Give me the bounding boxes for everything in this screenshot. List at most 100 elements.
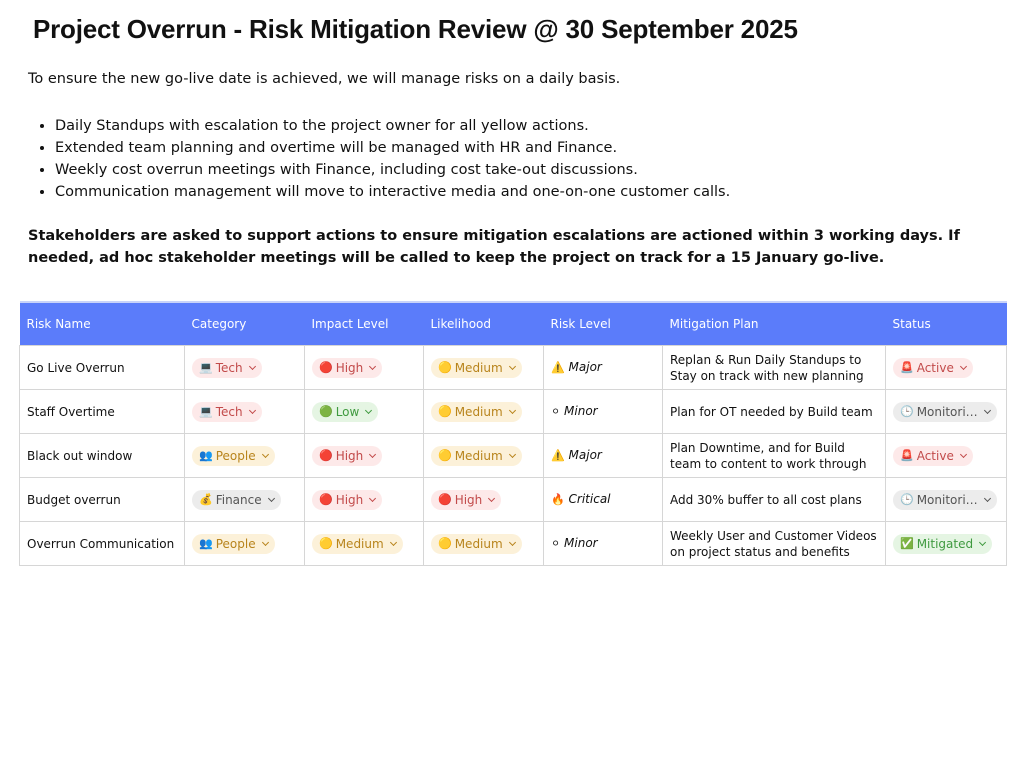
chip-label: People — [215, 448, 256, 463]
table-cell: 🚨 Active — [885, 345, 1007, 390]
chip-icon: ✅ — [900, 536, 914, 550]
column-header: Impact Level — [304, 301, 424, 346]
table-cell: ⚠️ Major — [543, 433, 663, 478]
bullet: Weekly cost overrun meetings with Financ… — [55, 159, 730, 181]
chip-label: Mitigated — [916, 536, 974, 551]
header-row: Risk Name Category Impact Level Likelihood R… — [19, 301, 1007, 346]
level-label: Major — [568, 360, 602, 374]
title: Project Overrun - Risk Mitigation Review… — [33, 14, 798, 44]
table-cell: 🟡 Medium — [423, 433, 544, 478]
table-cell: Plan for OT needed by Build team — [662, 389, 886, 434]
chip-icon: 🔴 — [319, 492, 333, 506]
tag-chip: 🟡 Medium — [312, 533, 403, 554]
tag-chip: 💰 Finance — [192, 489, 281, 510]
bullet: Communication management will move to in… — [55, 181, 730, 203]
table-cell: Go Live Overrun — [19, 345, 185, 390]
table-cell: 🚨 Active — [885, 433, 1007, 478]
level-label: Major — [568, 448, 602, 462]
table-row: Staff Overtime 💻 Tech 🟢 Low 🟡 Medium ⚪ Minor Pla… — [19, 389, 1007, 434]
tag-chip: 🚨 Active — [893, 445, 973, 466]
bullet: Daily Standups with escalation to the pr… — [55, 115, 730, 137]
table-cell: ✅ Mitigated — [885, 521, 1007, 566]
table-cell: 🔴 High — [304, 433, 424, 478]
table-cell: 🔥 Critical — [543, 477, 663, 522]
table-cell: Black out window — [19, 433, 185, 478]
tag-chip: 🔴 High — [312, 489, 383, 510]
chip-label: Low — [335, 404, 360, 419]
tag-chip: 🟡 Medium — [431, 357, 522, 378]
chip-label: High — [335, 448, 364, 463]
table-cell: 🕒 Monitori… — [885, 477, 1007, 522]
chip-icon: 🕒 — [900, 492, 914, 506]
tag-chip: 🟡 Medium — [431, 445, 522, 466]
chip-icon: 🔴 — [438, 492, 452, 506]
tag-chip: 🕒 Monitori… — [893, 401, 997, 422]
column-header: Mitigation Plan — [662, 301, 886, 346]
column-header: Category — [184, 301, 305, 346]
bullet-list: Daily Standups with escalation to the pr… — [28, 115, 730, 203]
table-cell: ⚪ Minor — [543, 521, 663, 566]
bullet: Extended team planning and overtime will… — [55, 137, 730, 159]
column-header: Likelihood — [423, 301, 544, 346]
tag-chip: 🟢 Low — [312, 401, 379, 422]
chip-label: Medium — [454, 360, 503, 375]
table-cell: 🟡 Medium — [423, 389, 544, 434]
chip-icon: 🟡 — [438, 448, 452, 462]
table-row: Black out window 👥 People 🔴 High 🟡 Medium ⚠️ Ma… — [19, 433, 1007, 478]
table-cell: Plan Downtime, and for Build team to con… — [662, 433, 886, 478]
tag-chip: 💻 Tech — [192, 357, 262, 378]
chip-icon: 🟡 — [319, 536, 333, 550]
chip-label: Medium — [454, 448, 503, 463]
column-header: Status — [885, 301, 1007, 346]
chip-icon: 🚨 — [900, 448, 914, 462]
chip-label: High — [335, 360, 364, 375]
chip-icon: 💻 — [199, 404, 213, 418]
chip-label: High — [335, 492, 364, 507]
chip-label: Tech — [215, 404, 243, 419]
tag-chip: 🟡 Medium — [431, 401, 522, 422]
closing-note: Stakeholders are asked to support action… — [28, 228, 960, 266]
chip-label: Tech — [215, 360, 243, 375]
chip-icon: 👥 — [199, 536, 213, 550]
level-icon: ⚪ — [551, 405, 561, 418]
level-label: Minor — [564, 536, 598, 550]
chip-icon: 🕒 — [900, 404, 914, 418]
table-cell: Weekly User and Customer Videos on proje… — [662, 521, 886, 566]
chip-label: High — [454, 492, 483, 507]
tag-chip: 🟡 Medium — [431, 533, 522, 554]
level-label: Critical — [568, 492, 611, 506]
table-row: Budget overrun 💰 Finance 🔴 High 🔴 High 🔥 Critic… — [19, 477, 1007, 522]
chip-label: Finance — [215, 492, 262, 507]
table-cell: 💻 Tech — [184, 389, 305, 434]
chip-icon: 🚨 — [900, 360, 914, 374]
table-cell: 🔴 High — [423, 477, 544, 522]
table-cell: ⚪ Minor — [543, 389, 663, 434]
tag-chip: 🕒 Monitori… — [893, 489, 997, 510]
column-header: Risk Name — [19, 301, 185, 346]
chip-label: Medium — [454, 404, 503, 419]
tag-chip: 💻 Tech — [192, 401, 262, 422]
level-icon: 🔥 — [551, 493, 565, 506]
chip-label: Medium — [335, 536, 384, 551]
chip-icon: 🟡 — [438, 404, 452, 418]
chip-icon: 💻 — [199, 360, 213, 374]
level-icon: ⚠️ — [551, 361, 565, 374]
chip-icon: 👥 — [199, 448, 213, 462]
table-cell: Add 30% buffer to all cost plans — [662, 477, 886, 522]
intro: To ensure the new go-live date is achiev… — [28, 71, 621, 87]
table-cell: 👥 People — [184, 521, 305, 566]
chip-icon: 💰 — [199, 492, 213, 506]
chip-icon: 🔴 — [319, 360, 333, 374]
table-row: Go Live Overrun 💻 Tech 🔴 High 🟡 Medium ⚠️ Major… — [19, 345, 1007, 390]
level-icon: ⚠️ — [551, 449, 565, 462]
table-cell: 💻 Tech — [184, 345, 305, 390]
table-cell: Overrun Communication — [19, 521, 185, 566]
chip-label: Monitori… — [916, 404, 978, 419]
table-cell: 🔴 High — [304, 345, 424, 390]
chip-label: People — [215, 536, 256, 551]
tag-chip: 👥 People — [192, 533, 275, 554]
table-cell: 🕒 Monitori… — [885, 389, 1007, 434]
chip-label: Medium — [454, 536, 503, 551]
table-cell: 🟡 Medium — [423, 345, 544, 390]
